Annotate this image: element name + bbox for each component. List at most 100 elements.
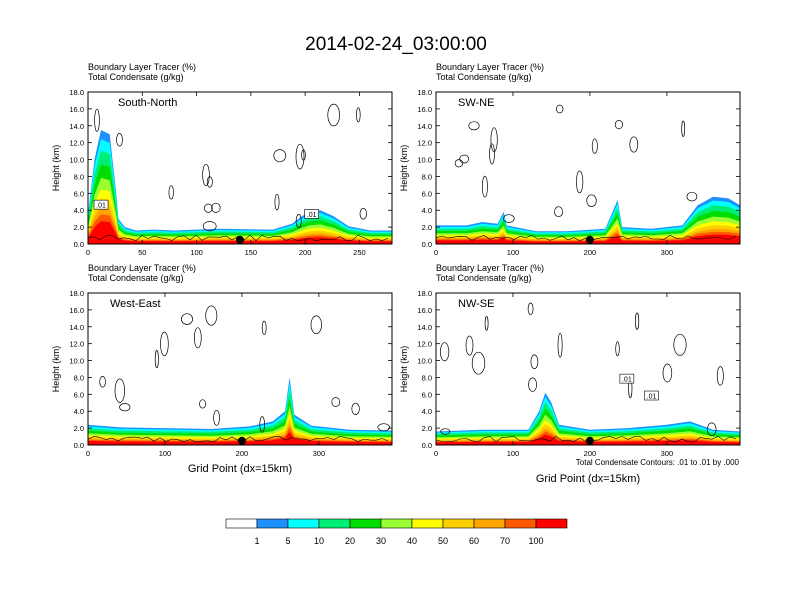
condensate-contour bbox=[662, 363, 673, 383]
x-tick-label: 0 bbox=[86, 248, 90, 257]
condensate-contour bbox=[351, 402, 360, 415]
x-tick-label: 300 bbox=[661, 248, 674, 257]
tracer-fill-layer bbox=[88, 198, 392, 244]
x-tick-label: 50 bbox=[138, 248, 146, 257]
x-tick-label: 150 bbox=[245, 248, 258, 257]
y-tick-label: 18.0 bbox=[69, 88, 84, 97]
condensate-contour bbox=[359, 207, 367, 220]
condensate-contour bbox=[116, 133, 123, 147]
condensate-contour-low bbox=[88, 234, 389, 242]
x-tick-label: 0 bbox=[434, 449, 438, 458]
y-tick-label: 2.0 bbox=[74, 424, 84, 433]
condensate-contour bbox=[206, 176, 213, 188]
condensate-contour bbox=[295, 143, 305, 170]
y-tick-label: 6.0 bbox=[422, 189, 432, 198]
x-tick-label: 0 bbox=[434, 248, 438, 257]
plot-frame bbox=[435, 292, 741, 446]
condensate-contour bbox=[615, 341, 620, 357]
colorbar-label: 5 bbox=[285, 536, 290, 546]
condensate-contour bbox=[556, 104, 564, 114]
tracer-fill-layer bbox=[88, 150, 392, 244]
x-tick-label: 300 bbox=[661, 449, 674, 458]
y-axis-title: Height (km) bbox=[51, 145, 61, 192]
colorbar-swatch bbox=[318, 518, 351, 529]
condensate-contour bbox=[706, 422, 717, 437]
contour-label: .01 bbox=[96, 203, 106, 210]
y-axis-title: Height (km) bbox=[399, 346, 409, 393]
condensate-contour bbox=[468, 121, 480, 131]
y-tick-label: 8.0 bbox=[422, 373, 432, 382]
y-tick-label: 6.0 bbox=[74, 390, 84, 399]
contour-label-box bbox=[619, 373, 635, 384]
condensate-contour bbox=[377, 423, 390, 432]
tracer-fill-layer bbox=[88, 389, 392, 445]
y-tick-label: 12.0 bbox=[69, 340, 84, 349]
x-tick-label: 300 bbox=[313, 449, 326, 458]
condensate-contour bbox=[465, 335, 474, 356]
y-tick-label: 8.0 bbox=[74, 373, 84, 382]
tracer-fill-layer bbox=[88, 139, 392, 244]
colorbar-label: 40 bbox=[407, 536, 417, 546]
x-tick-label: 200 bbox=[236, 449, 249, 458]
y-tick-label: 14.0 bbox=[417, 323, 432, 332]
condensate-contour bbox=[99, 376, 106, 388]
contour-label: .01 bbox=[647, 394, 657, 401]
condensate-contour bbox=[261, 320, 267, 335]
condensate-contour bbox=[205, 305, 218, 326]
y-tick-label: 16.0 bbox=[417, 105, 432, 114]
tracer-fill-layer bbox=[88, 423, 392, 445]
y-tick-label: 14.0 bbox=[69, 122, 84, 131]
panels: Boundary Layer Tracer (%)Total Condensat… bbox=[51, 62, 741, 458]
y-tick-label: 0.0 bbox=[422, 240, 432, 249]
location-marker bbox=[237, 436, 246, 445]
condensate-contour bbox=[168, 185, 174, 200]
colorbar-label: 100 bbox=[528, 536, 543, 546]
colorbar-swatch bbox=[535, 518, 568, 529]
y-tick-label: 14.0 bbox=[69, 323, 84, 332]
y-tick-label: 10.0 bbox=[417, 357, 432, 366]
condensate-contour bbox=[484, 316, 489, 331]
condensate-contour bbox=[554, 206, 564, 218]
contour-label-box bbox=[93, 199, 109, 210]
contour-label: .01 bbox=[307, 212, 317, 219]
tracer-fill-layer bbox=[436, 434, 740, 445]
y-tick-label: 12.0 bbox=[417, 139, 432, 148]
condensate-contour bbox=[273, 149, 287, 163]
tracer-fill-layer bbox=[88, 164, 392, 244]
condensate-contour bbox=[439, 342, 450, 362]
x-tick-label: 100 bbox=[507, 449, 520, 458]
condensate-contour bbox=[213, 409, 220, 426]
condensate-contour bbox=[629, 136, 639, 153]
condensate-contour bbox=[114, 378, 125, 403]
panel-label: NW-SE bbox=[458, 298, 494, 310]
x-tick-label: 200 bbox=[299, 248, 312, 257]
contour-note: Total Condensate Contours: .01 to .01 by… bbox=[576, 458, 740, 467]
condensate-contour bbox=[154, 350, 159, 369]
plot-frame bbox=[87, 91, 393, 245]
condensate-contour bbox=[489, 143, 495, 165]
contour-label-box bbox=[304, 209, 319, 219]
condensate-contour bbox=[716, 366, 724, 386]
y-tick-label: 2.0 bbox=[74, 223, 84, 232]
y-tick-label: 10.0 bbox=[69, 357, 84, 366]
tracer-fill-layer bbox=[88, 397, 392, 445]
y-axis-title: Height (km) bbox=[51, 346, 61, 393]
colorbar: 1 5 10 20 30 40 50 60 70 100 bbox=[225, 518, 568, 546]
tracer-fill-layer bbox=[88, 214, 392, 244]
y-tick-label: 8.0 bbox=[74, 172, 84, 181]
condensate-contour bbox=[199, 399, 207, 409]
condensate-contour-low bbox=[88, 435, 389, 443]
condensate-contour-low bbox=[436, 234, 737, 242]
condensate-contour bbox=[202, 163, 210, 186]
colorbar-swatch bbox=[473, 518, 506, 529]
condensate-contour bbox=[490, 127, 498, 153]
contour-label: .01 bbox=[622, 377, 632, 384]
panel-label: West-East bbox=[110, 298, 161, 310]
colorbar-swatch bbox=[225, 518, 258, 529]
y-tick-label: 10.0 bbox=[417, 156, 432, 165]
plot-frame bbox=[87, 292, 393, 446]
panel-subtitle-tracer: Boundary Layer Tracer (%) bbox=[88, 263, 196, 273]
condensate-contour bbox=[586, 194, 597, 207]
y-tick-label: 18.0 bbox=[417, 88, 432, 97]
